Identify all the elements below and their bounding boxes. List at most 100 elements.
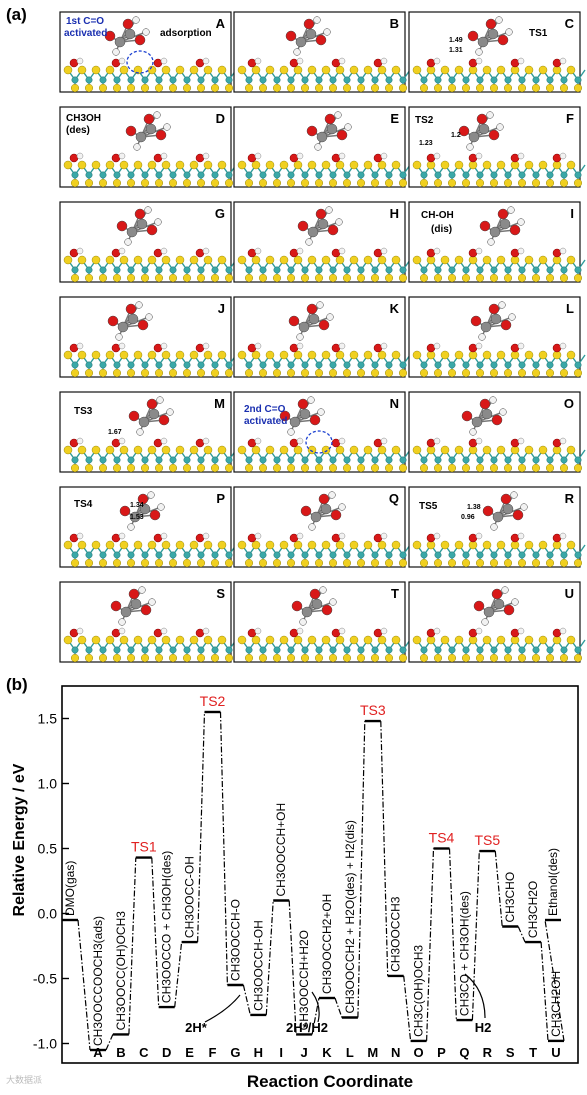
x-tick-label: I [279,1045,283,1060]
adsorbate-molecule [116,206,162,246]
frame-note: adsorption [160,28,212,39]
frame-o: O [408,391,586,473]
species-label: DMO(gas) [63,861,77,916]
x-tick-label: T [529,1045,537,1060]
surface-slab [237,342,411,378]
level-connector [242,984,251,1016]
frame-letter: F [566,111,574,126]
adsorbate-molecule [125,111,171,151]
level-connector [105,1034,114,1051]
surface-slab [237,627,411,663]
watermark-logo: 大数据派 [6,1074,42,1086]
frame-letter: Q [389,491,399,506]
frame-letter: N [390,396,399,411]
surface-slab [63,247,237,283]
level-connector [334,997,343,1018]
adsorbate-molecule [291,586,337,626]
frame-note: 1.2 [451,132,461,139]
surface-slab [412,57,586,93]
species-label: CH3OOCCH2+OH [320,894,334,994]
y-tick-label: 1.0 [38,776,58,792]
x-tick-label: N [391,1045,400,1060]
x-tick-label: P [437,1045,446,1060]
surface-slab [237,57,411,93]
annotation-arrow [464,973,486,1019]
frame-letter: M [214,396,225,411]
level-connector [494,851,503,927]
y-axis-label: Relative Energy / eV [11,763,28,916]
x-tick-label: U [551,1045,560,1060]
frame-s: S [59,581,237,663]
adsorbate-molecule [461,396,507,436]
annotation: 2H*/H2 [286,1020,328,1035]
surface-slab [412,437,586,473]
species-label: CH3OOCCH-OH [251,920,265,1011]
frame-letter: J [218,301,225,316]
level-connector [448,848,457,1021]
frame-note: CH3OH [66,113,101,124]
level-connector [288,900,297,1035]
level-connector [357,721,366,1018]
adsorbate-molecule [458,111,504,151]
level-connector [426,848,435,1041]
adsorbate-molecule [288,301,334,341]
x-tick-label: E [185,1045,194,1060]
species-label: CH3OOCCH2 + H2O(des) + H2(dis) [343,820,357,1013]
frame-e: E [233,106,411,188]
level-connector [77,919,91,1051]
adsorbate-molecule [285,16,331,56]
level-connector [265,900,274,1015]
frame-note: 1.34 [130,502,144,509]
frame-note: activated [64,28,107,39]
x-tick-label: S [506,1045,515,1060]
surface-slab [237,437,411,473]
frame-note: CH-OH [421,210,454,221]
species-label: CH3OOCC-OH [183,856,197,938]
frame-l: L [408,296,586,378]
surface-slab [63,627,237,663]
frame-letter: S [216,586,225,601]
frame-letter: A [216,16,226,31]
y-tick-label: 1.5 [38,711,58,727]
frame-note: activated [244,416,287,427]
frame-note: TS4 [74,499,93,510]
surface-slab [412,627,586,663]
frame-note: 1.38 [467,504,481,511]
adsorbate-molecule [473,586,519,626]
x-tick-label: M [367,1045,378,1060]
frame-m: M TS3 1.67 [59,391,237,473]
frame-letter: K [390,301,400,316]
x-tick-label: H [254,1045,263,1060]
x-tick-label: J [300,1045,307,1060]
frame-note: 0.96 [461,514,475,521]
x-tick-label: R [483,1045,493,1060]
y-tick-label: 0.5 [38,841,58,857]
x-tick-label: F [209,1045,217,1060]
level-connector [403,975,412,1041]
frame-q: Q [233,486,411,568]
adsorbate-molecule [297,206,343,246]
ts-label: TS1 [131,839,157,855]
frame-note: 1st C=O [66,16,104,27]
frame-j: J [59,296,237,378]
annotation: 2H* [185,1020,208,1035]
frame-note: 1.53 [130,514,144,521]
ts-label: TS5 [474,832,500,848]
frame-c: C TS1 1.49 1.31 [408,11,586,93]
x-axis-label: Reaction Coordinate [247,1072,413,1091]
level-connector [471,851,480,1021]
frame-letter: T [391,586,399,601]
species-label: CH3OOCCO + CH3OH(des) [160,851,174,1003]
adsorbate-molecule [306,111,352,151]
adsorbate-molecule [107,301,153,341]
level-connector [380,721,389,976]
level-connector [128,857,137,1035]
frame-letter: I [570,206,574,221]
frame-letter: O [564,396,574,411]
frame-note: TS2 [415,115,434,126]
frame-letter: R [565,491,575,506]
x-tick-label: Q [459,1045,469,1060]
